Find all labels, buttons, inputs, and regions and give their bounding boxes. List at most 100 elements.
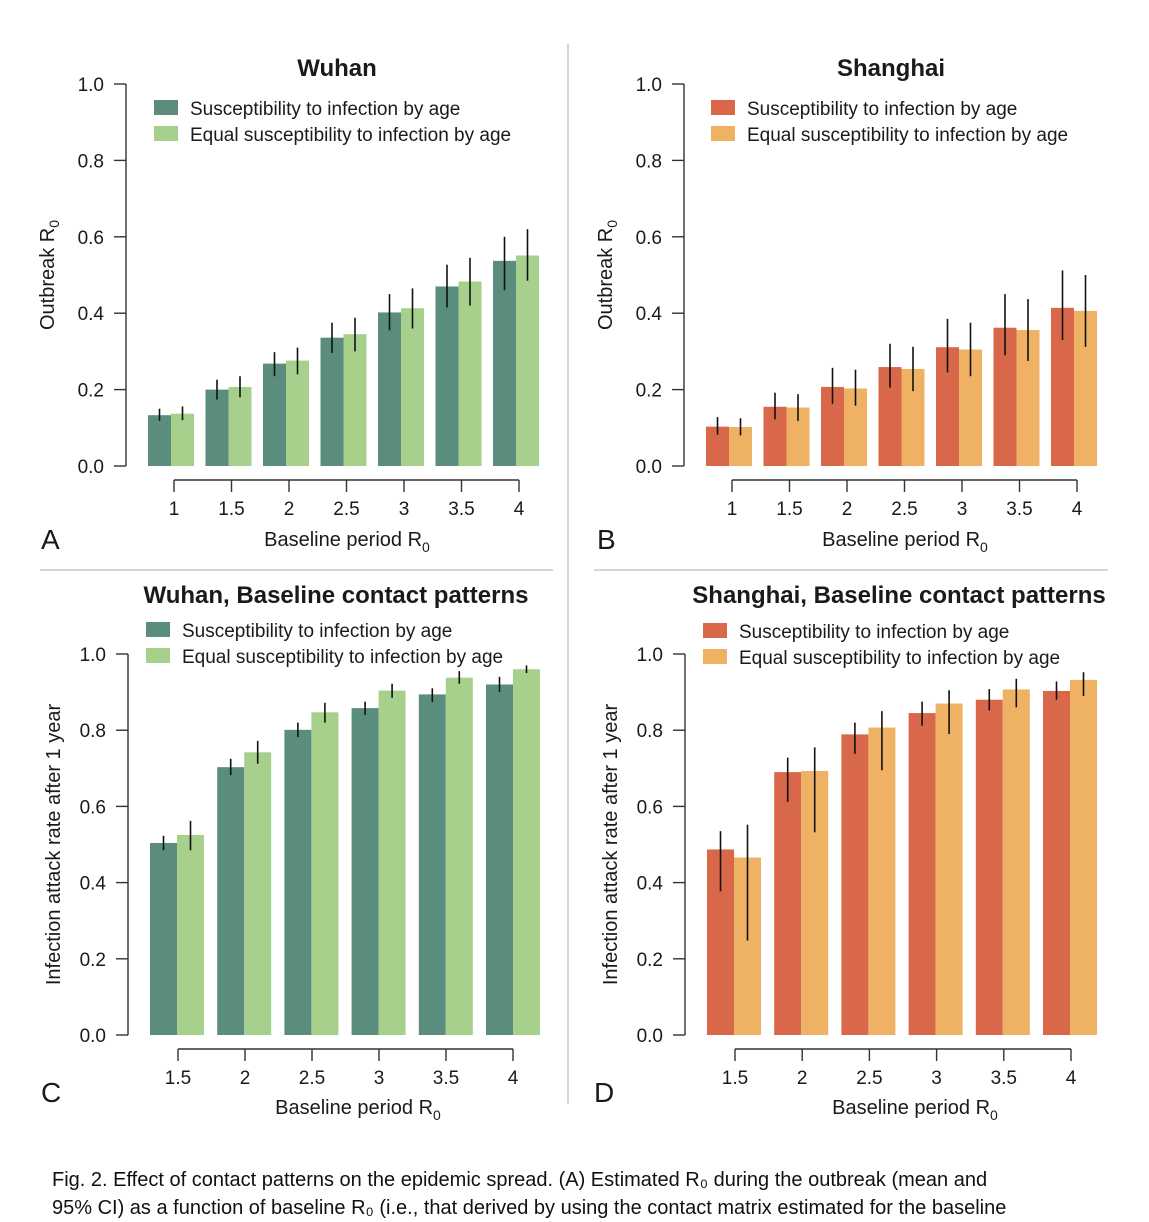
- bar: [868, 727, 896, 1035]
- x-tick-label: 2: [797, 1068, 808, 1089]
- y-tick-label: 1.0: [78, 75, 104, 96]
- bar: [284, 729, 312, 1035]
- y-axis-label-text: Outbreak R: [595, 228, 617, 330]
- y-tick-label: 0.2: [80, 950, 106, 971]
- y-tick-label: 0.0: [80, 1026, 106, 1047]
- legend-label: Equal susceptibility to infection by age: [190, 125, 511, 146]
- bar: [513, 669, 540, 1035]
- bar: [148, 415, 171, 466]
- x-axis-label-text: Baseline period R: [275, 1097, 433, 1119]
- x-tick-label: 1: [727, 499, 738, 520]
- bar: [286, 360, 309, 466]
- y-axis-label: Infection attack rate after 1 year: [43, 704, 65, 986]
- x-tick-label: 2.5: [333, 499, 359, 520]
- series-age-susceptibility: [150, 676, 513, 1035]
- bar: [786, 407, 810, 466]
- legend-label: Susceptibility to infection by age: [747, 99, 1017, 120]
- bar: [975, 699, 1003, 1035]
- x-tick-label: 2: [842, 499, 853, 520]
- bar: [1070, 679, 1097, 1035]
- bar: [729, 427, 752, 466]
- bar: [177, 834, 204, 1035]
- bar: [263, 363, 286, 466]
- series-equal-susceptibility: [171, 229, 539, 466]
- x-axis-label-subscript: 0: [990, 1107, 998, 1123]
- x-tick-label: 3.5: [433, 1068, 459, 1089]
- x-tick-label: 3.5: [448, 499, 474, 520]
- legend: Susceptibility to infection by age Equal …: [146, 621, 503, 668]
- legend-label: Equal susceptibility to infection by age: [747, 125, 1068, 146]
- y-tick-label: 0.4: [637, 874, 664, 895]
- bar: [486, 684, 513, 1035]
- legend-swatch: [703, 649, 727, 664]
- bar: [841, 734, 869, 1035]
- x-tick-label: 4: [514, 499, 525, 520]
- y-axis-label: Infection attack rate after 1 year: [600, 704, 622, 986]
- legend: Susceptibility to infection by age Equal …: [711, 99, 1068, 146]
- y-axis-label-subscript: 0: [604, 220, 620, 228]
- x-tick-label: 4: [1072, 499, 1083, 520]
- series-equal-susceptibility: [729, 275, 1097, 466]
- legend: Susceptibility to infection by age Equal …: [703, 622, 1060, 669]
- chart-title: Wuhan: [297, 55, 377, 82]
- bar: [493, 260, 516, 466]
- y-tick-label: 0.6: [637, 797, 663, 818]
- bar: [959, 349, 982, 466]
- y-tick-label: 0.4: [636, 304, 663, 325]
- y-tick-label: 0.6: [636, 228, 662, 249]
- bar: [1002, 689, 1030, 1035]
- legend-swatch: [703, 623, 727, 638]
- legend-label: Equal susceptibility to infection by age: [182, 647, 503, 668]
- legend-swatch: [711, 126, 735, 141]
- legend-label: Susceptibility to infection by age: [739, 622, 1009, 643]
- series-age-susceptibility: [148, 236, 516, 466]
- chart-panel-c: Wuhan, Baseline contact patterns C 0.0 0.2 0…: [41, 582, 540, 1123]
- bar: [908, 713, 936, 1035]
- y-tick-label: 0.2: [637, 950, 663, 971]
- y-tick-label: 0.8: [78, 151, 104, 172]
- figure-caption: Fig. 2. Effect of contact patterns on th…: [52, 1166, 1132, 1222]
- bar: [936, 347, 959, 466]
- bar: [821, 386, 844, 466]
- bar: [150, 842, 177, 1035]
- series-age-susceptibility: [706, 270, 1074, 466]
- series-equal-susceptibility: [734, 672, 1097, 1035]
- bar: [706, 426, 729, 466]
- chart-title: Shanghai, Baseline contact patterns: [692, 582, 1105, 609]
- y-tick-label: 0.2: [636, 381, 662, 402]
- bar: [343, 334, 367, 466]
- y-tick-label: 1.0: [636, 75, 662, 96]
- bar: [228, 386, 252, 466]
- bar: [418, 694, 446, 1035]
- legend-swatch: [146, 622, 170, 637]
- legend-swatch: [154, 126, 178, 141]
- bar: [763, 406, 787, 466]
- legend-swatch: [154, 100, 178, 115]
- x-tick-label: 4: [508, 1068, 519, 1089]
- x-tick-label: 3: [399, 499, 410, 520]
- y-tick-label: 0.0: [78, 457, 104, 478]
- bar: [311, 712, 339, 1035]
- bar: [774, 772, 802, 1035]
- y-tick-label: 0.2: [78, 381, 104, 402]
- x-axis-label: Baseline period R0: [832, 1097, 998, 1123]
- y-axis-label-text: Outbreak R: [37, 228, 59, 330]
- y-tick-label: 1.0: [637, 645, 663, 666]
- legend-label: Susceptibility to infection by age: [190, 99, 460, 120]
- x-tick-label: 1.5: [218, 499, 244, 520]
- bar: [1074, 310, 1097, 466]
- bar: [458, 281, 482, 466]
- x-axis-label: Baseline period R0: [275, 1097, 441, 1123]
- legend-label: Equal susceptibility to infection by age: [739, 648, 1060, 669]
- bar: [935, 703, 963, 1035]
- y-tick-label: 0.8: [80, 721, 106, 742]
- bar: [320, 337, 344, 466]
- x-tick-label: 3: [374, 1068, 385, 1089]
- x-tick-label: 1: [169, 499, 180, 520]
- bar: [1043, 690, 1070, 1035]
- x-axis-label: Baseline period R0: [822, 529, 988, 555]
- x-axis-label-text: Baseline period R: [264, 529, 422, 551]
